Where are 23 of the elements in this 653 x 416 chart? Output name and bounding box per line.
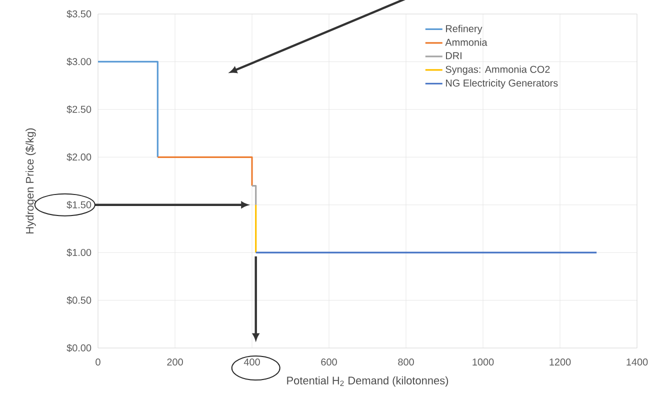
legend-label: DRI [446, 52, 462, 60]
x-tick-label: 1200 [550, 358, 571, 366]
x-tick-label: 0 [96, 358, 100, 366]
legend-label: Refinery [446, 24, 482, 34]
y-tick-label: $1.50 [66, 200, 92, 209]
x-axis-title: Potential H$_{2}$ Demand (kilotonnes) [287, 376, 448, 387]
y-tick-label: $3.50 [66, 10, 92, 18]
legend-label: NG Electricity Generators [446, 79, 558, 89]
legend-label: Syngas: Ammonia CO2 [446, 66, 550, 75]
y-tick-label: $3.00 [66, 58, 92, 66]
y-tick-label: $2.50 [66, 105, 92, 114]
x-tick-label: 200 [167, 358, 183, 366]
y-tick-label: $0.50 [66, 296, 92, 304]
legend-label: Ammonia [445, 38, 488, 46]
x-tick-label: 1400 [626, 358, 648, 366]
x-tick-label: 1000 [472, 358, 494, 366]
y-axis-title: Hydrogen Price ($/kg) [25, 128, 36, 234]
x-tick-label: 600 [321, 358, 337, 366]
x-tick-label: 400 [244, 358, 260, 366]
y-tick-label: $1.00 [66, 248, 92, 257]
x-tick-label: 800 [398, 358, 414, 366]
y-tick-label: $0.00 [66, 344, 92, 352]
y-tick-label: $2.00 [66, 153, 92, 162]
